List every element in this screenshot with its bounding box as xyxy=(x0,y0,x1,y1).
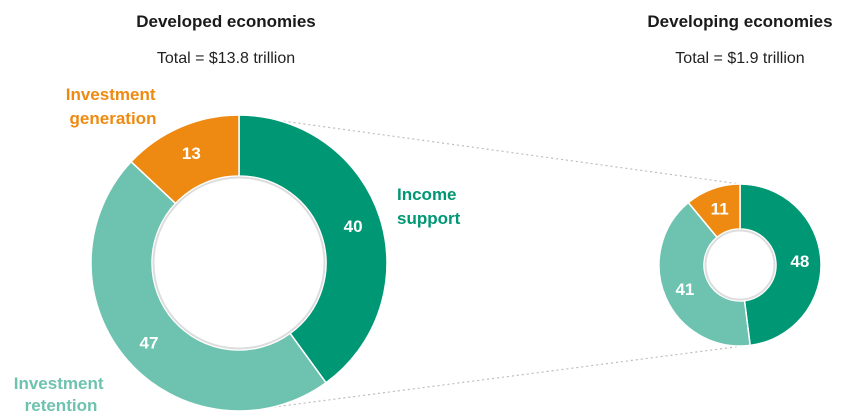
developed-slice-investment-retention xyxy=(90,160,328,412)
developing-donut-hole xyxy=(704,229,776,301)
developed-value-income-support: 40 xyxy=(344,217,363,236)
developed-value-investment-generation: 13 xyxy=(182,144,201,163)
developed-title: Developed economies xyxy=(136,12,316,31)
connector-lines xyxy=(238,114,751,410)
developed-donut: 40 47 13 xyxy=(90,114,388,412)
label-investment-generation-line2: generation xyxy=(70,109,157,128)
label-investment-retention-line1: Investment xyxy=(14,374,104,393)
developing-value-investment-retention: 41 xyxy=(675,280,694,299)
label-income-support-line2: support xyxy=(397,209,461,228)
developed-value-investment-retention: 47 xyxy=(140,333,159,352)
developing-donut: 48 41 11 xyxy=(658,183,822,347)
label-income-support-line1: Income xyxy=(397,185,457,204)
label-investment-generation-line1: Investment xyxy=(66,85,156,104)
developed-subtitle: Total = $13.8 trillion xyxy=(157,50,295,67)
developing-title: Developing economies xyxy=(647,12,832,31)
label-investment-retention-line2: retention xyxy=(25,396,98,414)
label-income-support: Income support xyxy=(397,185,461,228)
developed-slice-income-support xyxy=(238,114,388,384)
developed-donut-hole xyxy=(152,176,326,350)
label-investment-generation: Investment generation xyxy=(66,85,160,128)
developing-value-income-support: 48 xyxy=(790,252,809,271)
developing-slice-investment-generation xyxy=(687,183,741,239)
developed-slice-investment-generation xyxy=(130,114,240,205)
developing-slice-income-support xyxy=(739,183,822,347)
label-investment-retention: Investment retention xyxy=(14,374,108,414)
connector-top xyxy=(238,114,741,185)
developing-value-investment-generation: 11 xyxy=(711,200,729,219)
developing-slice-investment-retention xyxy=(658,201,751,347)
developing-subtitle: Total = $1.9 trillion xyxy=(675,50,804,67)
